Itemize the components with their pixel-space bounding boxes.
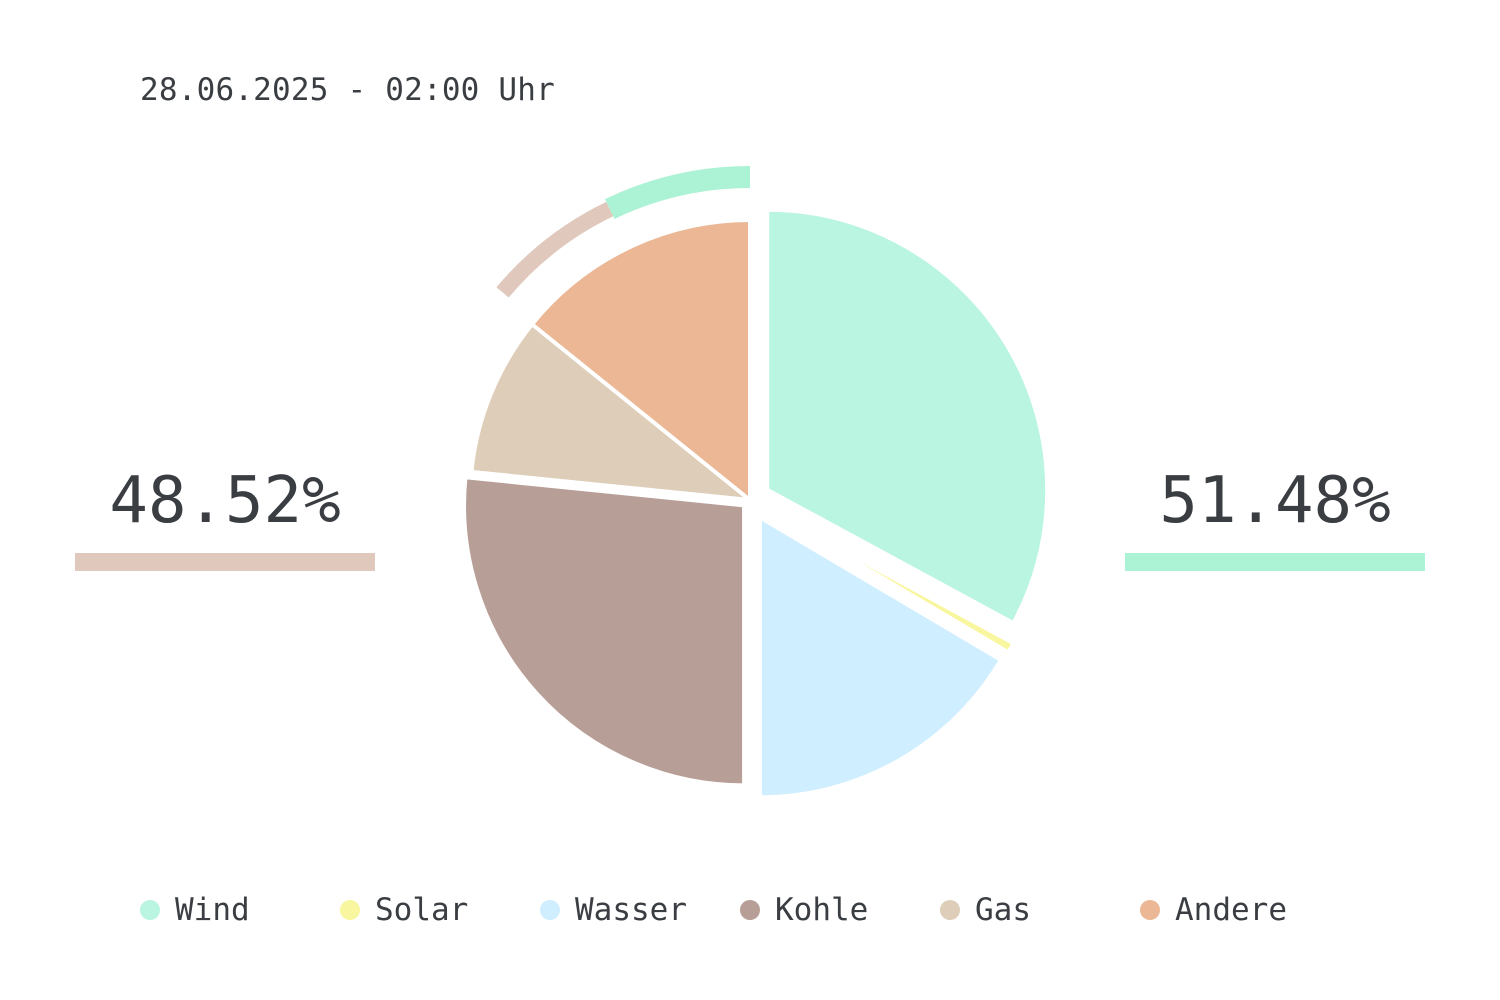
fossil-share-value: 48.52% [109,464,341,538]
legend-item-kohle: Kohle [740,892,868,928]
legend-swatch-wind [140,900,160,920]
fossil-share-bar [75,553,375,571]
legend-label-kohle: Kohle [775,892,869,928]
legend-swatch-solar [340,900,360,920]
pie-slice-wasser [757,515,1003,800]
legend-label-wind: Wind [175,892,250,928]
outer-ring-renewable [604,166,751,220]
pie-slice-kohle [462,475,747,788]
legend-item-gas: Gas [940,892,1031,928]
outer-ring-fossil [496,201,614,298]
fossil-share: 48.52% [75,462,375,571]
pie-slice-wind [765,207,1050,626]
legend-swatch-gas [940,900,960,920]
pie-slice-andere [530,218,752,502]
renewable-share-value: 51.48% [1159,464,1391,538]
legend-label-solar: Solar [375,892,469,928]
legend-item-wind: Wind [140,892,250,928]
legend-item-wasser: Wasser [540,892,687,928]
legend-swatch-kohle [740,900,760,920]
pie-slice-gas [469,322,752,502]
legend-swatch-andere [1140,900,1160,920]
legend-swatch-wasser [540,900,560,920]
legend-label-wasser: Wasser [575,892,687,928]
legend-label-andere: Andere [1175,892,1287,928]
legend-label-gas: Gas [975,892,1031,928]
pie-slice-solar [765,507,1016,655]
timestamp-label: 28.06.2025 - 02:00 Uhr [140,72,555,108]
legend-item-solar: Solar [340,892,468,928]
legend-item-andere: Andere [1140,892,1287,928]
renewable-share: 51.48% [1125,462,1425,571]
renewable-share-bar [1125,553,1425,571]
